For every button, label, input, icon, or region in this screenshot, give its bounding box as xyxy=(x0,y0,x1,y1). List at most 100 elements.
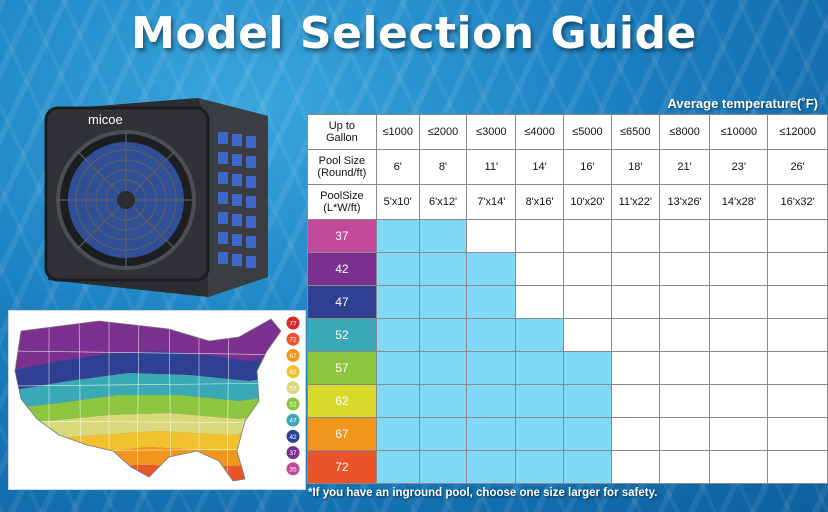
us-temperature-map: 77 72 67 62 57 52 47 42 37 35 xyxy=(8,310,306,490)
recommended-cell xyxy=(466,450,517,484)
cell-lw: 16'x32' xyxy=(767,184,828,220)
recommended-cell xyxy=(418,351,468,385)
cell-lw: 10'x20' xyxy=(563,184,612,220)
cell-round: 26' xyxy=(767,149,828,185)
recommended-cell xyxy=(375,417,420,451)
empty-cell xyxy=(515,285,564,319)
recommended-cell xyxy=(418,318,468,352)
table-row: 42 xyxy=(307,252,828,286)
empty-cell xyxy=(767,318,828,352)
empty-cell xyxy=(767,417,828,451)
empty-cell xyxy=(610,417,660,451)
cell-gallon: ≤4000 xyxy=(515,114,564,150)
recommended-cell xyxy=(375,285,420,319)
recommended-cell xyxy=(515,417,564,451)
empty-cell xyxy=(658,318,711,352)
temperature-cell: 37 xyxy=(307,219,377,253)
cell-gallon: ≤3000 xyxy=(466,114,517,150)
temperature-cell: 62 xyxy=(307,384,377,418)
empty-cell xyxy=(515,219,564,253)
table-row: Up to Gallon ≤1000 ≤2000 ≤3000 ≤4000 ≤5000 ≤650… xyxy=(307,114,828,150)
empty-cell xyxy=(709,417,769,451)
legend-label: 57 xyxy=(289,385,297,392)
recommended-cell xyxy=(418,252,468,286)
table-row: 52 xyxy=(307,318,828,352)
temperature-cell: 72 xyxy=(307,450,377,484)
empty-cell xyxy=(610,351,660,385)
recommended-cell xyxy=(466,351,517,385)
recommended-cell xyxy=(466,318,517,352)
cell-lw: 7'x14' xyxy=(466,184,517,220)
recommended-cell xyxy=(466,417,517,451)
recommended-cell xyxy=(563,351,612,385)
empty-cell xyxy=(658,219,711,253)
empty-cell xyxy=(767,252,828,286)
cell-gallon: ≤5000 xyxy=(563,114,612,150)
empty-cell xyxy=(709,318,769,352)
temperature-cell: 52 xyxy=(307,318,377,352)
legend-dot xyxy=(286,397,300,411)
table-row: 72 xyxy=(307,450,828,484)
legend-dot xyxy=(286,365,300,379)
row-label-round: Pool Size (Round/ft) xyxy=(307,149,377,185)
model-selection-table: Up to Gallon ≤1000 ≤2000 ≤3000 ≤4000 ≤5000 ≤650… xyxy=(307,114,828,484)
legend-dot xyxy=(286,429,300,443)
cell-lw: 14'x28' xyxy=(709,184,769,220)
empty-cell xyxy=(709,219,769,253)
recommended-cell xyxy=(515,384,564,418)
legend-dot xyxy=(286,413,300,427)
cell-round: 18' xyxy=(610,149,660,185)
cell-gallon: ≤1000 xyxy=(375,114,420,150)
recommended-cell xyxy=(515,351,564,385)
table-row: 67 xyxy=(307,417,828,451)
empty-cell xyxy=(658,351,711,385)
empty-cell xyxy=(709,351,769,385)
recommended-cell xyxy=(466,252,517,286)
legend-dot xyxy=(286,316,300,330)
page-title: Model Selection Guide xyxy=(131,8,697,59)
empty-cell xyxy=(709,450,769,484)
cell-round: 23' xyxy=(709,149,769,185)
empty-cell xyxy=(658,384,711,418)
cell-gallon: ≤2000 xyxy=(418,114,468,150)
legend-label: 72 xyxy=(289,337,297,344)
empty-cell xyxy=(610,318,660,352)
recommended-cell xyxy=(375,351,420,385)
legend-label: 67 xyxy=(289,353,297,360)
legend-dot xyxy=(286,446,300,460)
average-temperature-label: Average temperature(˚F) xyxy=(667,96,818,111)
empty-cell xyxy=(563,252,612,286)
legend-dot xyxy=(286,348,300,362)
temperature-cell: 57 xyxy=(307,351,377,385)
cell-round: 8' xyxy=(418,149,468,185)
empty-cell xyxy=(610,450,660,484)
recommended-cell xyxy=(418,285,468,319)
recommended-cell xyxy=(418,450,468,484)
empty-cell xyxy=(767,219,828,253)
table-row: 37 xyxy=(307,219,828,253)
table-row: PoolSize (L*W/ft) 5'x10' 6'x12' 7'x14' 8'x16'… xyxy=(307,184,828,220)
recommended-cell xyxy=(466,384,517,418)
recommended-cell xyxy=(375,318,420,352)
recommended-cell xyxy=(375,252,420,286)
footnote: *If you have an inground pool, choose on… xyxy=(308,487,658,499)
row-label-lw: PoolSize (L*W/ft) xyxy=(307,184,377,220)
legend-dot xyxy=(286,462,300,476)
empty-cell xyxy=(610,252,660,286)
cell-lw: 11'x22' xyxy=(610,184,660,220)
table-row: 62 xyxy=(307,384,828,418)
legend-dot xyxy=(286,381,300,395)
brand-logo: micoe xyxy=(88,112,123,127)
recommended-cell xyxy=(563,450,612,484)
legend-label: 37 xyxy=(289,450,297,457)
cell-lw: 6'x12' xyxy=(418,184,468,220)
recommended-cell xyxy=(515,450,564,484)
cell-gallon: ≤8000 xyxy=(658,114,711,150)
empty-cell xyxy=(563,318,612,352)
cell-lw: 8'x16' xyxy=(515,184,564,220)
cell-gallon: ≤10000 xyxy=(709,114,769,150)
legend-label: 35 xyxy=(289,466,297,473)
temperature-cell: 47 xyxy=(307,285,377,319)
empty-cell xyxy=(610,384,660,418)
table-row: Pool Size (Round/ft) 6' 8' 11' 14' 16' 18' 21' 23… xyxy=(307,149,828,185)
